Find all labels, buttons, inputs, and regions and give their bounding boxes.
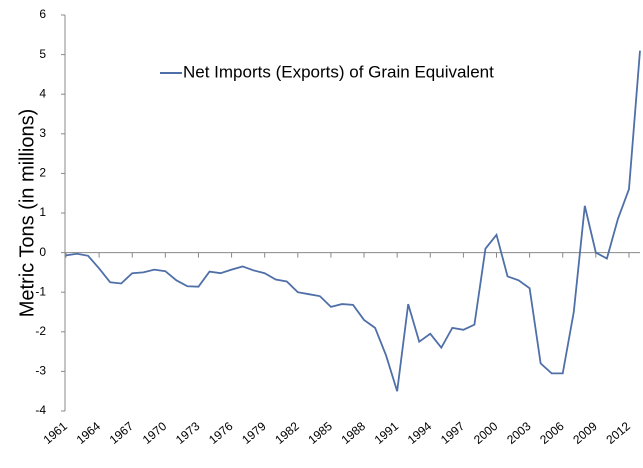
y-tick-label: 4: [39, 86, 46, 100]
y-tick-label: -3: [35, 364, 46, 378]
x-tick-label: 2009: [570, 419, 600, 447]
y-tick-label: 2: [39, 166, 46, 180]
x-tick-label: 1967: [107, 419, 137, 447]
y-tick-label: 1: [39, 205, 46, 219]
x-tick-label: 1976: [206, 419, 236, 447]
y-tick-label: 0: [39, 245, 46, 259]
y-axis-label: Metric Tons (in millions): [16, 109, 38, 318]
y-tick-label: 6: [39, 7, 46, 21]
x-tick-label: 1964: [74, 419, 104, 447]
x-tick-label: 1991: [372, 419, 402, 447]
x-tick-label: 1985: [305, 419, 335, 447]
y-tick-label: 3: [39, 126, 46, 140]
x-tick-label: 1988: [339, 419, 369, 447]
x-tick-label: 2012: [603, 419, 633, 447]
x-tick-label: 2000: [471, 419, 501, 447]
legend-label: Net Imports (Exports) of Grain Equivalen…: [183, 62, 494, 81]
x-tick-label: 1961: [41, 419, 71, 447]
data-line: [65, 50, 641, 392]
y-tick-label: -2: [35, 324, 46, 338]
x-tick-label: 2003: [504, 419, 534, 447]
x-tick-label: 1994: [405, 419, 435, 447]
x-tick-label: 2006: [537, 419, 567, 447]
x-tick-label: 1982: [272, 419, 302, 447]
x-tick-label: 1979: [239, 419, 269, 447]
y-tick-label: -4: [35, 403, 46, 417]
y-tick-label: 5: [39, 47, 46, 61]
x-tick-label: 1997: [438, 419, 468, 447]
x-tick-label: 1970: [140, 419, 170, 447]
x-tick-label: 1973: [173, 419, 203, 447]
y-tick-label: -1: [35, 284, 46, 298]
